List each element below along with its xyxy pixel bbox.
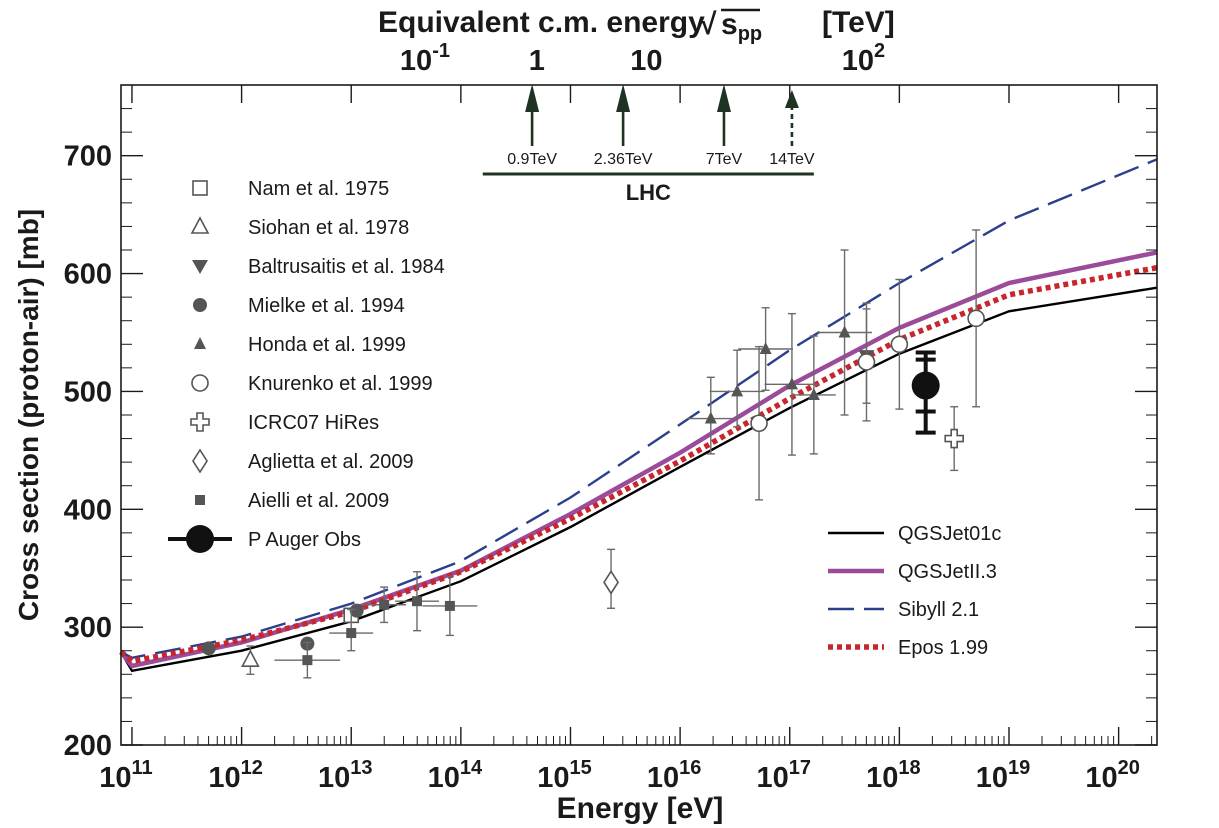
y-tick-label: 600 [64, 259, 112, 291]
marker-triangle-filled [838, 325, 851, 338]
marker-triangle-filled [759, 342, 772, 354]
legend-model-label: QGSJet01c [898, 523, 1001, 545]
lhc-energy-label: 2.36TeV [594, 151, 653, 168]
x-tick-label: 1019 [976, 757, 1031, 794]
marker-square-filled [412, 596, 422, 607]
marker-cross-open [190, 412, 210, 432]
lhc-label: LHC [626, 180, 671, 205]
x-tick-label: 1015 [537, 757, 592, 794]
legend-label: Honda et al. 1999 [248, 334, 406, 356]
lhc-arrow-head [525, 84, 540, 112]
marker-circle-open [191, 374, 209, 392]
top-axis-unit: [TeV] [822, 6, 895, 39]
legend-label: Mielke et al. 1994 [248, 295, 405, 317]
marker-circle-big [186, 525, 214, 553]
marker-circle-open [750, 414, 768, 433]
data-points [201, 229, 985, 679]
marker-triangle-down [192, 260, 208, 274]
top-axis-sqrt: √ [700, 8, 717, 41]
x-tick-label: 1013 [318, 757, 373, 794]
x-tick-label: 1011 [99, 757, 152, 794]
marker-triangle-filled [807, 387, 820, 400]
marker-circle-filled [193, 298, 207, 312]
top-tick-label: 10 [630, 45, 662, 77]
legend-label: Aielli et al. 2009 [248, 490, 389, 512]
x-axis-title: Energy [eV] [557, 792, 724, 825]
legend-label: Knurenko et al. 1999 [248, 373, 433, 395]
marker-circle-open [967, 309, 985, 328]
y-tick-label: 700 [64, 141, 112, 173]
lhc-energy-label: 0.9TeV [507, 151, 557, 168]
marker-cross-open [944, 428, 964, 449]
legend-label: Baltrusaitis et al. 1984 [248, 256, 445, 278]
y-tick-label: 300 [64, 612, 112, 644]
marker-square-filled [302, 655, 313, 666]
marker-triangle-filled [731, 384, 744, 397]
legend-model-label: QGSJetII.3 [898, 561, 997, 583]
lhc-energy-label: 7TeV [706, 151, 743, 168]
marker-triangle-filled [194, 337, 206, 349]
marker-square-filled [379, 599, 390, 610]
top-axis-title: Equivalent c.m. energy [378, 6, 705, 39]
legend-label: P Auger Obs [248, 529, 361, 551]
lhc-arrow-head [716, 84, 731, 112]
x-tick-label: 1018 [866, 757, 921, 794]
marker-triangle-filled [704, 411, 717, 424]
model-curve-qgsjet01c [119, 286, 1158, 673]
legend-label: Aglietta et al. 2009 [248, 451, 414, 473]
legend-model-label: Epos 1.99 [898, 637, 988, 659]
marker-square-open [192, 180, 208, 196]
marker-circle-big [911, 371, 940, 400]
marker-circle-filled [349, 603, 364, 618]
x-tick-label: 1014 [428, 757, 483, 794]
top-tick-label: 1 [529, 45, 545, 77]
legend-label: Siohan et al. 1978 [248, 217, 409, 239]
top-axis-s: spp [721, 8, 762, 45]
lhc-arrow-head [784, 90, 799, 108]
x-tick-label: 1016 [647, 757, 702, 794]
marker-square-filled [444, 600, 455, 611]
legend-label: ICRC07 HiRes [248, 412, 379, 434]
top-tick-label: 10-1 [400, 40, 450, 77]
marker-circle-open [890, 335, 909, 354]
x-tick-label: 1012 [208, 757, 263, 794]
x-tick-label: 1020 [1085, 757, 1140, 794]
x-tick-label: 1017 [756, 757, 811, 794]
y-tick-label: 500 [64, 376, 112, 408]
y-tick-label: 200 [64, 730, 112, 762]
marker-square-filled [346, 628, 357, 639]
marker-diamond-open [192, 448, 208, 474]
marker-square-filled [195, 495, 205, 505]
lhc-arrow-head [616, 84, 631, 112]
top-tick-label: 102 [842, 40, 885, 77]
marker-circle-filled [201, 641, 216, 656]
legend-model-label: Sibyll 2.1 [898, 599, 979, 621]
marker-diamond-open [603, 569, 619, 595]
lhc-energy-label: 14TeV [769, 151, 815, 168]
marker-triangle-open [190, 216, 210, 234]
marker-triangle-open [241, 649, 260, 667]
legend-label: Nam et al. 1975 [248, 178, 389, 200]
marker-circle-open [857, 353, 876, 371]
model-curve-epos-1-99 [119, 264, 1158, 665]
marker-triangle-filled [785, 377, 798, 390]
y-tick-label: 400 [64, 494, 112, 526]
y-axis-title: Cross section (proton-air) [mb] [13, 209, 44, 621]
